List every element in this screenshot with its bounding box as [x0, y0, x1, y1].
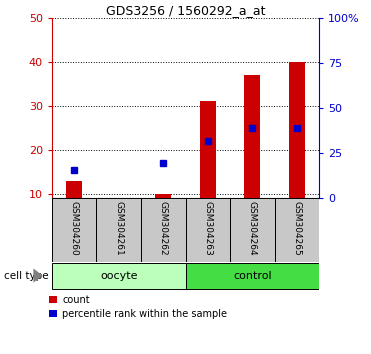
Bar [186, 198, 230, 262]
Text: GSM304261: GSM304261 [114, 201, 123, 256]
Bar [275, 198, 319, 262]
Bar [186, 263, 319, 289]
Text: cell type: cell type [4, 270, 48, 281]
Bar [141, 198, 186, 262]
Text: GSM304264: GSM304264 [248, 201, 257, 256]
Text: GSM304263: GSM304263 [203, 201, 212, 256]
Bar [52, 263, 186, 289]
Text: GSM304260: GSM304260 [70, 201, 79, 256]
Legend: count, percentile rank within the sample: count, percentile rank within the sample [49, 295, 227, 319]
Bar [66, 181, 82, 198]
Text: GSM304262: GSM304262 [159, 201, 168, 256]
Bar [244, 75, 260, 198]
Polygon shape [33, 268, 43, 282]
Bar [230, 198, 275, 262]
Bar [200, 101, 216, 198]
Bar [289, 62, 305, 198]
Text: oocyte: oocyte [100, 270, 138, 281]
Bar [155, 194, 171, 198]
Text: control: control [233, 270, 272, 281]
Text: GSM304265: GSM304265 [292, 201, 301, 256]
Title: GDS3256 / 1560292_a_at: GDS3256 / 1560292_a_at [106, 4, 265, 17]
Bar [96, 198, 141, 262]
Bar [52, 198, 96, 262]
